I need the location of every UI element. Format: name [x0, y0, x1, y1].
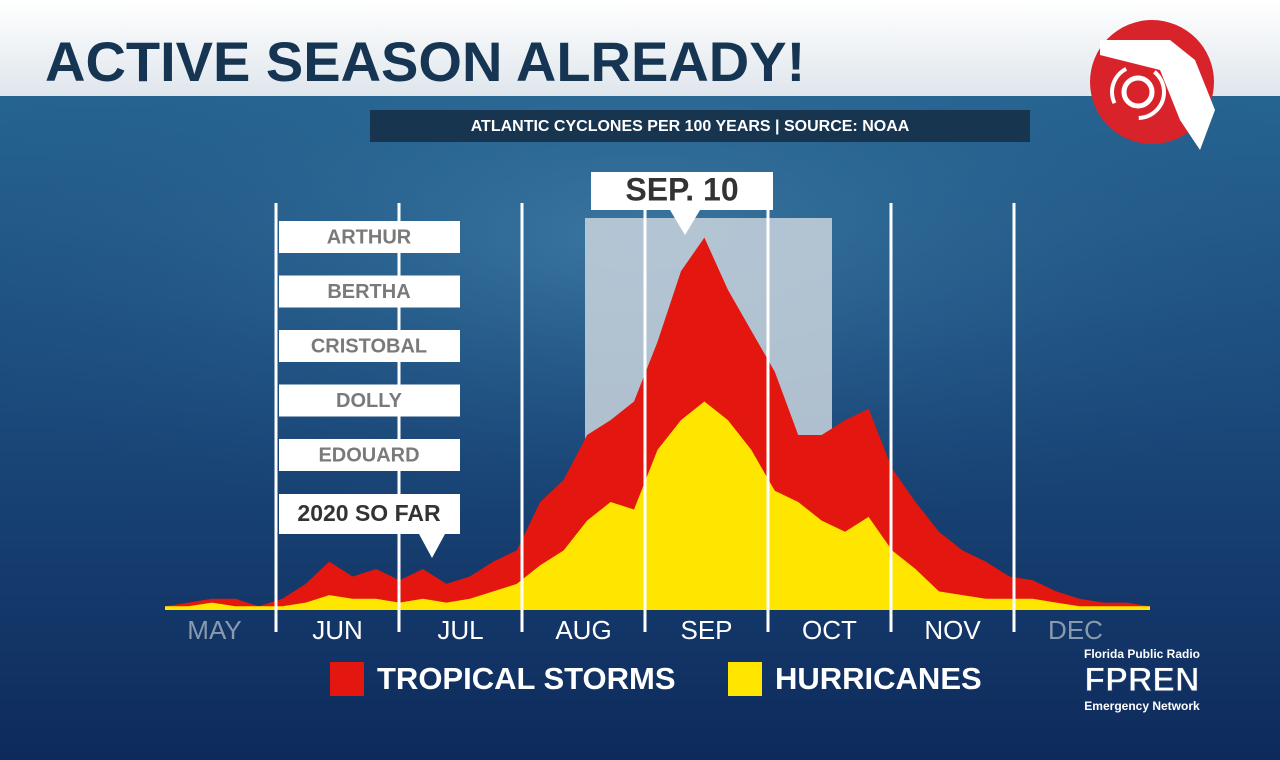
plot: MAY JUN JUL AUG SEP OCT NOV DEC ARTHUR BERTHA CRIS…	[165, 171, 1150, 696]
area-series	[165, 237, 1150, 610]
month-label: JUL	[437, 615, 483, 645]
storm-name: DOLLY	[336, 390, 403, 412]
season-marker: 2020 SO FAR	[297, 500, 441, 526]
chart-title: ACTIVE SEASON ALREADY!	[45, 30, 805, 93]
storm-name-box	[279, 439, 460, 471]
storm-name: BERTHA	[327, 281, 410, 303]
month-label: DEC	[1048, 615, 1103, 645]
month-label: JUN	[312, 615, 363, 645]
subtitle-bar	[370, 110, 1030, 142]
month-label: OCT	[802, 615, 857, 645]
storm-name: ARTHUR	[327, 226, 412, 248]
month-label: NOV	[924, 615, 981, 645]
season-marker-box	[279, 494, 460, 558]
month-label: SEP	[680, 615, 732, 645]
legend-swatch	[728, 662, 762, 696]
month-label: AUG	[555, 615, 611, 645]
subtitle: ATLANTIC CYCLONES PER 100 YEARS | SOURCE…	[471, 118, 910, 135]
storm-name-box	[279, 384, 460, 417]
title-bar	[0, 0, 1280, 96]
legend-label: TROPICAL STORMS	[377, 661, 676, 696]
logo-icon	[1090, 20, 1215, 150]
storm-name-box	[279, 275, 460, 308]
storm-name: CRISTOBAL	[311, 335, 427, 357]
logo-name: FPREN	[1084, 661, 1199, 699]
peak-callout: SEP. 10	[625, 171, 738, 207]
month-label: MAY	[187, 615, 241, 645]
storm-name-box	[279, 221, 460, 253]
logo-line2: Emergency Network	[1084, 699, 1200, 713]
storm-name: EDOUARD	[318, 444, 419, 466]
legend-label: HURRICANES	[775, 661, 982, 696]
legend-swatch	[330, 662, 364, 696]
area-series	[165, 401, 1150, 610]
peak-callout-box	[591, 172, 773, 235]
storm-name-box	[279, 330, 460, 362]
logo-line1: Florida Public Radio	[1084, 647, 1200, 661]
